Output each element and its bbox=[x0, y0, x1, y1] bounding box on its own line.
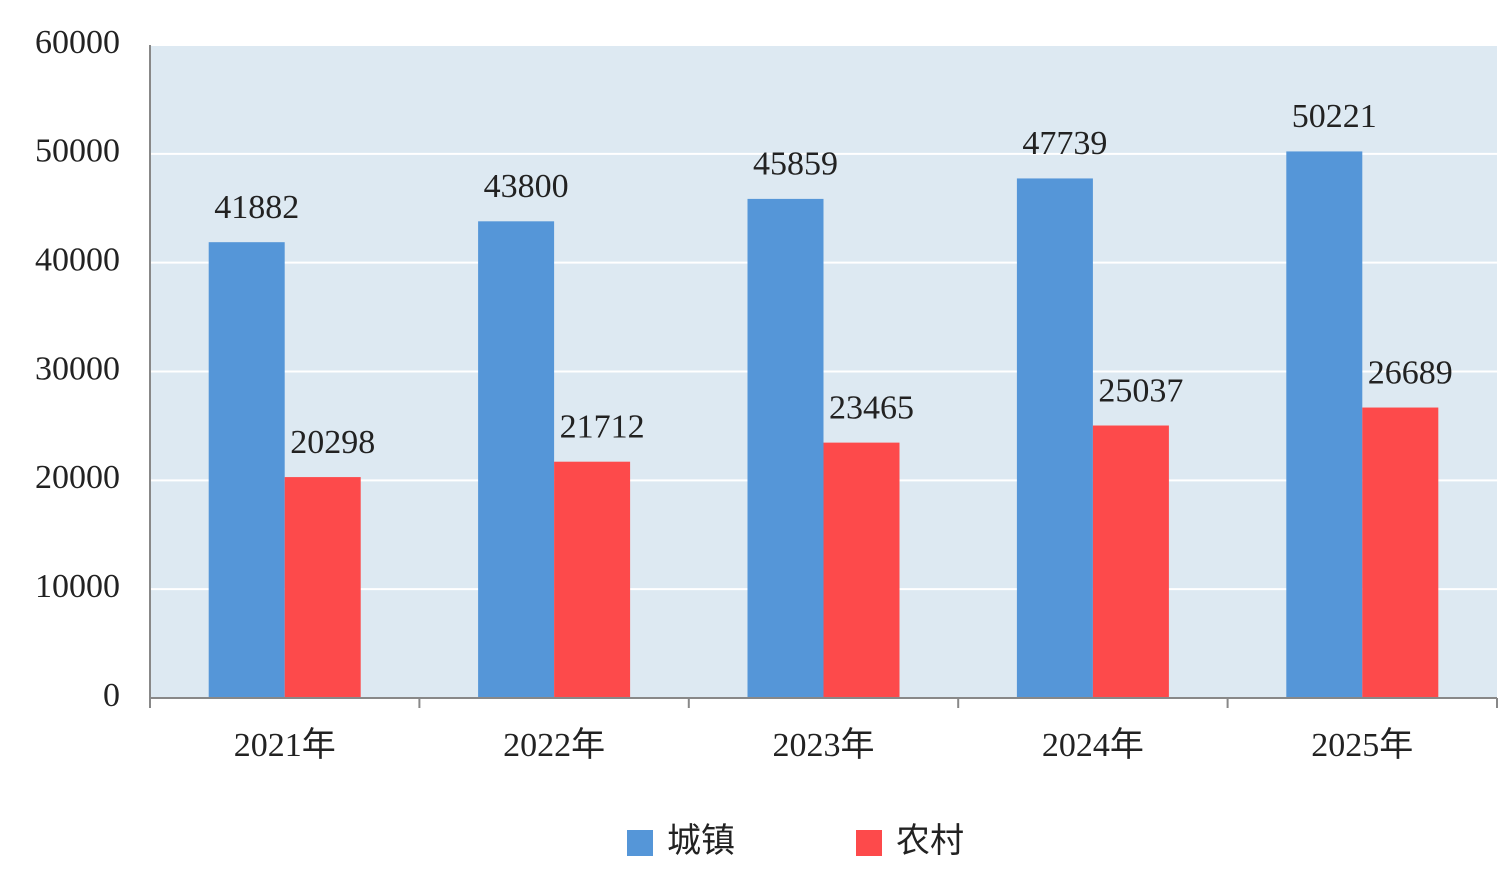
value-label: 50221 bbox=[1292, 98, 1377, 135]
y-tick-label: 50000 bbox=[35, 133, 120, 170]
bar bbox=[284, 477, 361, 698]
y-tick-label: 10000 bbox=[35, 568, 120, 605]
bar bbox=[478, 221, 555, 698]
value-label: 23465 bbox=[829, 389, 914, 426]
legend-label: 城镇 bbox=[667, 822, 735, 860]
bar bbox=[823, 442, 900, 698]
value-label: 20298 bbox=[290, 424, 375, 461]
bar bbox=[208, 242, 285, 698]
legend-label: 农村 bbox=[896, 822, 964, 860]
value-label: 45859 bbox=[753, 146, 838, 183]
x-tick-label: 2022年 bbox=[503, 726, 605, 764]
bar bbox=[1362, 407, 1439, 698]
y-tick-label: 0 bbox=[103, 677, 120, 714]
legend-swatch bbox=[856, 830, 882, 856]
bar bbox=[1092, 425, 1169, 698]
x-tick-label: 2025年 bbox=[1311, 726, 1413, 764]
bar bbox=[554, 461, 631, 698]
y-tick-label: 40000 bbox=[35, 241, 120, 278]
y-tick-label: 60000 bbox=[35, 24, 120, 61]
x-tick-label: 2024年 bbox=[1042, 726, 1144, 764]
value-label: 47739 bbox=[1022, 125, 1107, 162]
value-label: 43800 bbox=[484, 168, 569, 205]
value-label: 25037 bbox=[1098, 372, 1183, 409]
y-tick-label: 20000 bbox=[35, 459, 120, 496]
x-tick-label: 2021年 bbox=[234, 726, 336, 764]
legend-swatch bbox=[627, 830, 653, 856]
bar bbox=[1286, 151, 1363, 699]
bar bbox=[747, 198, 824, 698]
y-tick-label: 30000 bbox=[35, 350, 120, 387]
value-label: 26689 bbox=[1368, 354, 1453, 391]
value-label: 21712 bbox=[560, 408, 645, 445]
x-tick-label: 2023年 bbox=[773, 726, 875, 764]
value-label: 41882 bbox=[214, 189, 299, 226]
bar bbox=[1016, 178, 1093, 698]
